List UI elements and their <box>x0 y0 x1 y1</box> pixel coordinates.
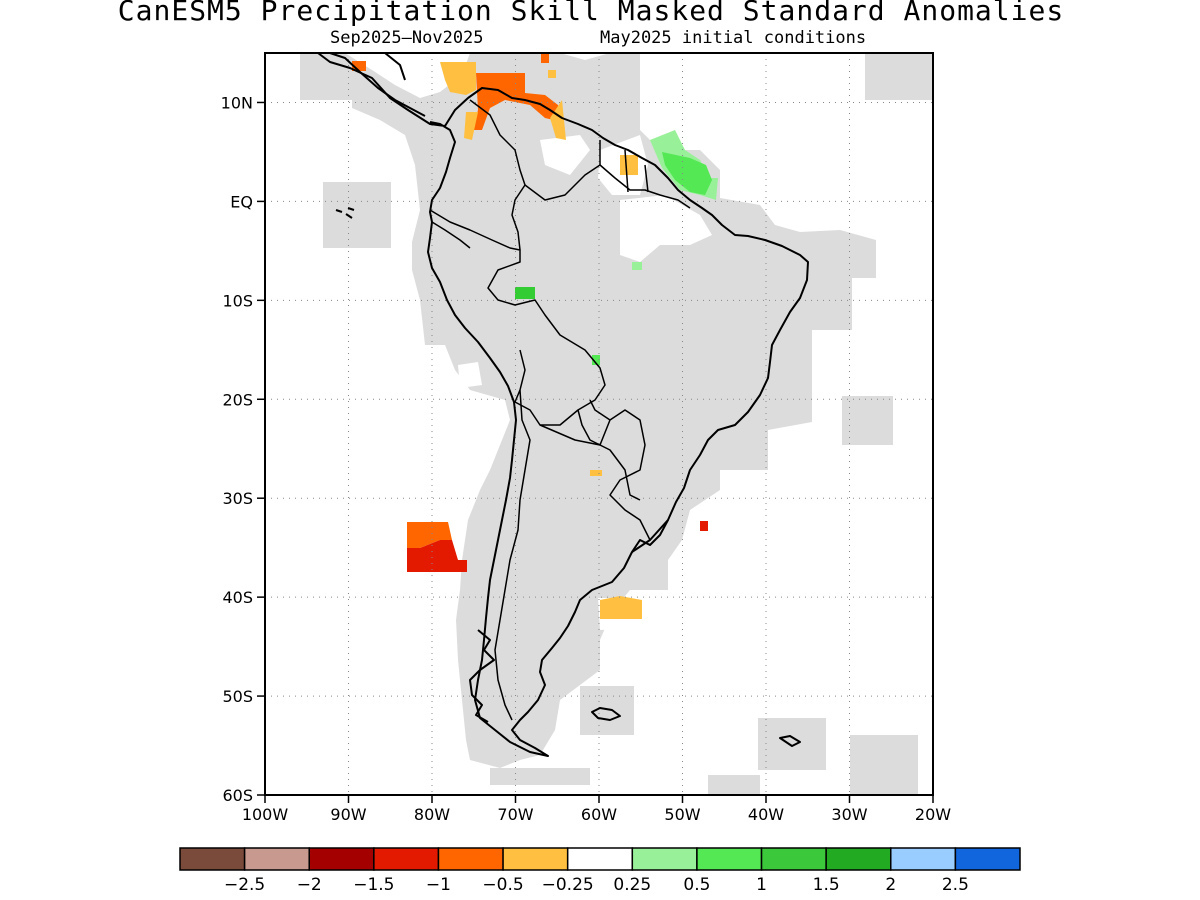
brazil-green-tiny <box>632 262 642 270</box>
skill-mask-southern-ocean <box>490 53 933 795</box>
border-paraguay-argentina <box>539 399 651 541</box>
central-america-coastline <box>329 53 426 117</box>
forecast-period: Sep2025–Nov2025 <box>330 28 484 48</box>
amazon-mouth-white <box>620 195 712 262</box>
colorbar-label: −0.5 <box>482 875 523 895</box>
lon-tick-label: 90W <box>330 805 366 824</box>
venezuela-white <box>540 135 590 175</box>
colorbar-swatch <box>373 847 440 871</box>
colorbar-label: −2 <box>297 875 322 895</box>
guiana-green-anomaly <box>662 152 712 195</box>
lon-tick-label: 20W <box>915 805 951 824</box>
lon-tick-label: 100W <box>242 805 289 824</box>
atlantic-red-anomaly <box>700 521 708 531</box>
pacific-red-anomaly <box>407 540 467 572</box>
colorbar-label: 0.5 <box>683 875 710 895</box>
lon-tick-label: 40W <box>748 805 784 824</box>
caribbean-yellow-tiny <box>548 70 556 78</box>
border-guianas <box>599 140 649 193</box>
border-venezuela-brazil <box>524 164 691 209</box>
border-peru-chile-bolivia <box>514 349 579 426</box>
lat-tick-label: 10N <box>221 93 253 112</box>
lon-tick-label: 30W <box>831 805 867 824</box>
colorbar-label: −1.5 <box>353 875 394 895</box>
colorbar-swatch <box>566 847 634 871</box>
border-colombia-venezuela <box>469 99 526 251</box>
caribbean-orange-small <box>352 61 366 71</box>
anomaly-patches <box>352 53 718 619</box>
skill-mask-continent <box>300 53 876 768</box>
falklands <box>591 707 621 721</box>
colorbar-label: 2 <box>885 875 896 895</box>
lat-tick-label: 50S <box>222 687 253 706</box>
galapagos <box>335 207 355 219</box>
border-andes-argentina-chile <box>494 389 531 721</box>
lon-tick-label: 60W <box>581 805 617 824</box>
colorbar-label: −1 <box>426 875 451 895</box>
caribbean-orange-anomaly <box>472 73 562 130</box>
colorbar-label: −0.25 <box>542 875 594 895</box>
lon-tick-label: 50W <box>664 805 700 824</box>
atlantic-yellow-anomaly <box>600 596 642 619</box>
border-ecuador <box>431 221 471 249</box>
colorbar <box>179 847 1021 871</box>
colorbar-swatch <box>437 847 504 871</box>
colorbar-label: 1.5 <box>813 875 840 895</box>
colorbar-swatch <box>954 847 1021 871</box>
lon-tick-label: 80W <box>414 805 450 824</box>
initial-conditions: May2025 initial conditions <box>600 28 867 48</box>
colorbar-label: −2.5 <box>224 875 265 895</box>
colorbar-label: 1 <box>756 875 767 895</box>
axis-ticks <box>257 101 934 803</box>
colorbar-swatch <box>631 847 698 871</box>
caribbean-yellow-anomaly <box>440 62 566 140</box>
graticule <box>265 53 933 795</box>
colorbar-swatch <box>308 847 375 871</box>
colorbar-swatch <box>825 847 892 871</box>
south-america-coastline <box>317 53 809 757</box>
border-peru-brazil-bolivia <box>429 209 641 501</box>
lat-tick-label: 30S <box>222 489 253 508</box>
colorbar-swatch <box>243 847 310 871</box>
chile-fjords <box>469 629 495 723</box>
colorbar-swatch <box>696 847 763 871</box>
south-georgia <box>779 735 801 747</box>
lat-tick-label: 60S <box>222 786 253 805</box>
skill-mask-galapagos <box>323 182 391 248</box>
map-title: CanESM5 Precipitation Skill Masked Stand… <box>117 0 1065 27</box>
colorbar-labels: −2.5 −2 −1.5 −1 −0.5 −0.25 0.25 0.5 1 1.5 2 2.5 <box>224 875 969 895</box>
lat-tick-label: EQ <box>230 192 253 211</box>
lon-tick-label: 70W <box>497 805 533 824</box>
colorbar-label: 0.25 <box>613 875 651 895</box>
peru-white <box>458 362 482 388</box>
map-field <box>265 53 933 795</box>
bolivia-green-anomaly <box>592 355 600 365</box>
colorbar-swatch <box>502 847 569 871</box>
colorbar-swatch <box>890 847 957 871</box>
lat-tick-label: 20S <box>222 390 253 409</box>
caribbean-orange-tiny <box>541 53 549 63</box>
colorbar-swatch <box>179 847 246 871</box>
lat-tick-label: 40S <box>222 588 253 607</box>
colorbar-swatch <box>760 847 827 871</box>
pacific-orange-anomaly <box>407 522 452 548</box>
amazon-green-anomaly <box>515 287 535 299</box>
colorbar-label: 2.5 <box>942 875 969 895</box>
argentina-yellow-anomaly <box>590 470 602 476</box>
pacific-west-white <box>265 100 305 130</box>
lat-tick-label: 10S <box>222 291 253 310</box>
rio-de-la-plata <box>631 519 669 553</box>
guiana-yellow-anomaly <box>620 155 638 175</box>
coastlines <box>317 53 809 757</box>
